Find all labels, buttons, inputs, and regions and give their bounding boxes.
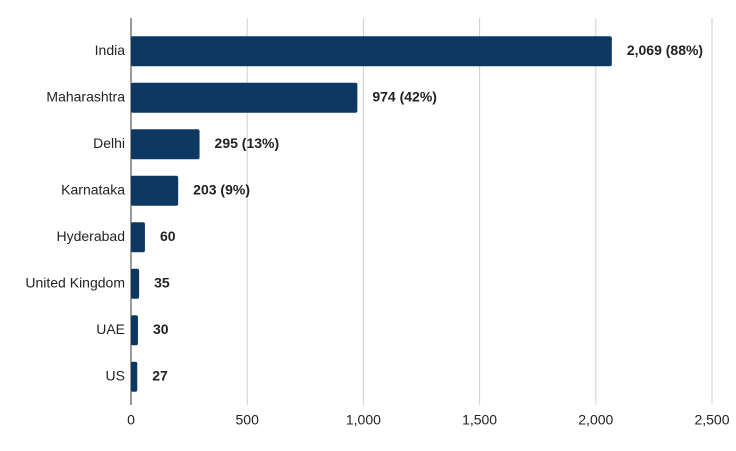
value-label: 27 — [152, 367, 168, 383]
bar — [131, 82, 358, 113]
x-tick-label: 0 — [127, 412, 135, 428]
y-tick-label: Karnataka — [61, 181, 125, 197]
bar — [131, 268, 140, 299]
y-tick-label: United Kingdom — [25, 274, 125, 290]
bar — [131, 36, 612, 67]
value-label: 974 (42%) — [372, 88, 437, 104]
bar — [131, 129, 200, 160]
x-tick-label: 2,000 — [578, 412, 613, 428]
y-tick-label: India — [95, 42, 126, 58]
bar — [131, 175, 179, 206]
value-label: 203 (9%) — [193, 181, 250, 197]
value-label: 295 (13%) — [215, 135, 280, 151]
x-tick-label: 500 — [236, 412, 260, 428]
y-tick-label: US — [106, 367, 125, 383]
y-tick-label: Maharashtra — [46, 88, 125, 104]
value-label: 60 — [160, 228, 176, 244]
value-label: 2,069 (88%) — [627, 42, 703, 58]
bar — [131, 361, 138, 392]
y-tick-label: Delhi — [93, 135, 125, 151]
y-tick-label: Hyderabad — [57, 228, 126, 244]
value-label: 35 — [154, 274, 170, 290]
x-tick-label: 2,500 — [694, 412, 729, 428]
y-tick-label: UAE — [96, 321, 125, 337]
bar — [131, 222, 145, 253]
x-tick-label: 1,000 — [346, 412, 381, 428]
bar — [131, 315, 138, 346]
x-tick-label: 1,500 — [462, 412, 497, 428]
value-label: 30 — [153, 321, 169, 337]
